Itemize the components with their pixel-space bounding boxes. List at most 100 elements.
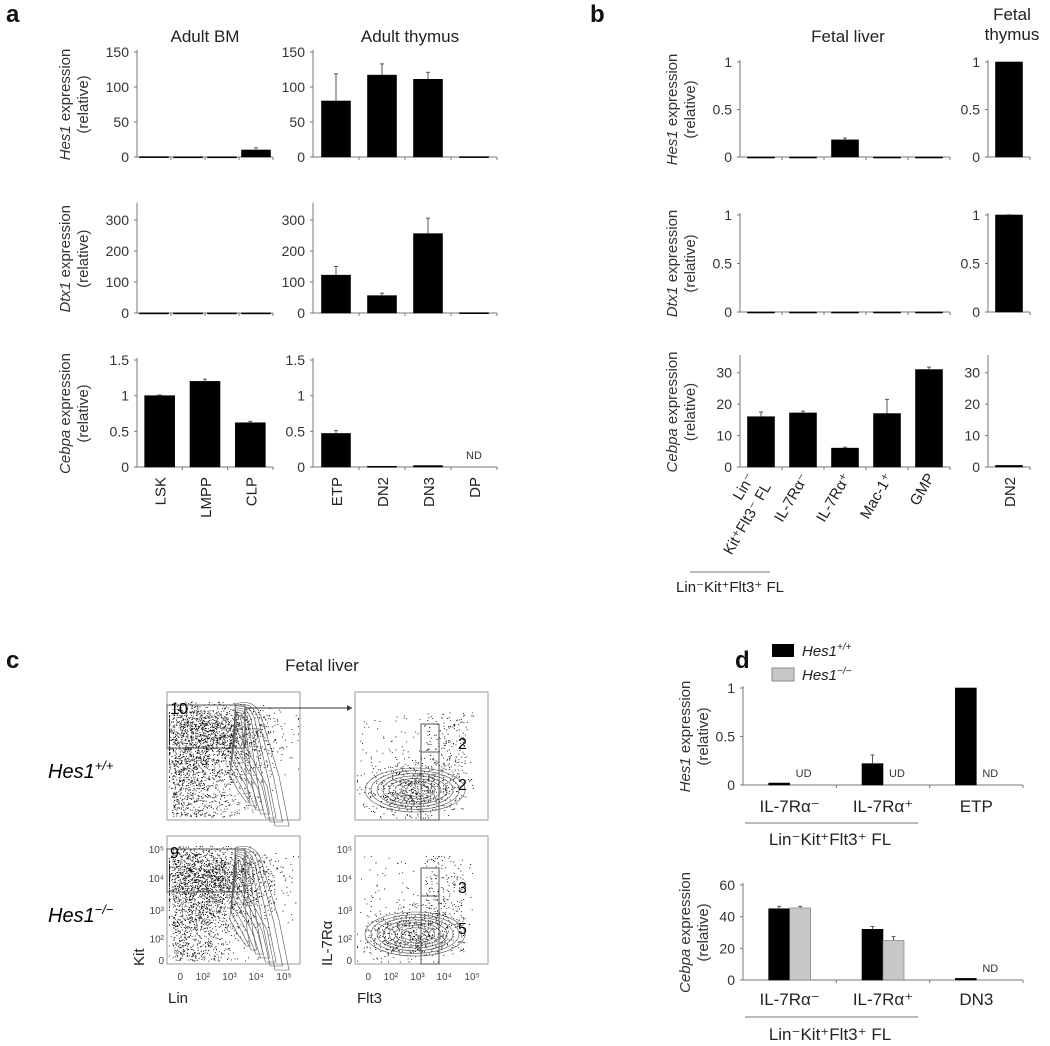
- chart-a_hes1_thy: 0 50 100 150: [282, 44, 498, 165]
- panel-label-a: a: [6, 1, 20, 28]
- y-axis-label-word: expression: [57, 205, 74, 282]
- y-tick-label: 50: [113, 114, 129, 130]
- category-label: Mac-1⁺: [857, 471, 897, 522]
- title-fetal-thymus-line2: thymus: [985, 25, 1040, 44]
- bar: [173, 312, 203, 315]
- y-axis-label-word: expression: [677, 681, 694, 758]
- annotation: UD: [889, 768, 905, 780]
- flow-plot-il7-wt: 22: [354, 691, 489, 821]
- x-tick-label: 10²: [196, 972, 211, 983]
- category-label: DN2: [1002, 477, 1019, 507]
- legend-label-wt: Hes1+/+: [802, 642, 852, 660]
- contour-line: [370, 770, 460, 810]
- gate-percentage: 2: [458, 736, 467, 753]
- y-tick-label: 0: [724, 459, 732, 475]
- y-axis-unit: (relative): [682, 383, 699, 441]
- y-tick-label: 60: [719, 877, 735, 893]
- bar: [235, 422, 266, 468]
- gate-arrow: [245, 705, 352, 711]
- y-tick-label: 10²: [338, 934, 353, 945]
- bar: [995, 61, 1023, 158]
- chart-a_cebpa_bm: 0 0.5 1 1.5 LSK LMPP CLP Cebpa expression (relat…: [57, 352, 274, 518]
- bar: [367, 465, 397, 468]
- gate-percentage: 2: [458, 777, 467, 794]
- panel-label-c: c: [6, 647, 19, 674]
- y-axis-label-word: expression: [677, 872, 694, 949]
- y-tick-label: 1: [297, 388, 305, 404]
- y-tick-label: 10⁵: [149, 845, 164, 856]
- y-tick-label: 0: [297, 149, 305, 165]
- y-axis-label: Dtx1 expression: [57, 205, 74, 313]
- bar: [861, 763, 884, 786]
- chart-a_hes1_bm: 0 50 100 150 Hes1 expression (relative): [57, 44, 274, 165]
- y-tick-label: 0: [724, 149, 732, 165]
- chart-d_hes1: 0 0.5 1 UD IL-7Rα⁻ UD IL-7Rα⁺ ND ETP Hes1 express…: [677, 680, 1024, 816]
- contour-line: [382, 775, 448, 805]
- category-label: IL-7Rα⁺: [813, 471, 854, 526]
- contour-line: [231, 854, 264, 955]
- y-tick-label: 30: [716, 365, 732, 381]
- y-tick-label: 1: [724, 54, 732, 70]
- y-tick-label: 100: [282, 274, 306, 290]
- y-tick-label: 10²: [150, 934, 165, 945]
- y-tick-label: 10: [716, 428, 732, 444]
- annotation: UD: [796, 768, 812, 780]
- y-tick-label: 0: [972, 459, 980, 475]
- contour-line: [229, 858, 251, 947]
- bar: [413, 233, 443, 314]
- y-tick-label: 200: [282, 243, 306, 259]
- contour-line: [364, 767, 466, 813]
- y-tick-label: 0: [724, 304, 732, 320]
- bar: [915, 156, 943, 159]
- y-tick-label: 0.5: [961, 102, 981, 118]
- legend-swatch-ko: [771, 667, 795, 682]
- category-label: IL-7Rα⁻: [759, 797, 819, 816]
- bar: [831, 447, 859, 468]
- y-axis-label: Cebpa expression: [57, 353, 74, 474]
- category-label: IL-7Rα⁺: [853, 797, 913, 816]
- contour-line: [376, 916, 454, 952]
- contour-line: [388, 778, 442, 802]
- contour-line: [376, 772, 454, 808]
- y-tick-label: 20: [716, 396, 732, 412]
- bar: [789, 311, 817, 314]
- flow-plot-kit-wt: 10: [166, 691, 301, 827]
- y-tick-label: 0: [121, 459, 129, 475]
- gene-name: Cebpa: [57, 430, 74, 474]
- y-tick-label: 300: [106, 212, 130, 228]
- contour-line: [394, 924, 436, 944]
- contour-line: [370, 914, 460, 954]
- bar: [955, 978, 977, 981]
- flow-plot-il7-ko: 3 5 0 10² 10³ 10⁴ 10⁵ 0 10² 10³ 10⁴ 10⁵: [337, 835, 489, 983]
- bar: [367, 295, 397, 314]
- y-tick-label: 1.5: [110, 352, 130, 368]
- x-tick-label: 0: [178, 972, 184, 983]
- arrow-head-icon: [347, 705, 352, 711]
- bar: [831, 139, 859, 158]
- y-tick-label: 0: [158, 956, 164, 967]
- bar: [789, 907, 811, 981]
- y-axis-label: Hes1 expression: [57, 49, 74, 161]
- category-label: IL-7Rα⁺: [853, 990, 913, 1009]
- contour-line: [233, 708, 270, 815]
- gate-il7ra-neg: [420, 895, 440, 965]
- group-label-d-cebpa: Lin⁻Kit⁺Flt3⁺ FL: [769, 1025, 891, 1044]
- y-tick-label: 1: [972, 207, 980, 223]
- chart-b_hes1_ft: 00.51: [961, 54, 1031, 165]
- contour-line: [364, 911, 466, 957]
- category-label: LMPP: [198, 477, 215, 518]
- y-axis-label-word: expression: [57, 353, 74, 430]
- panel-label-b: b: [590, 1, 605, 28]
- contour-line: [394, 780, 436, 800]
- y-tick-label: 0: [297, 459, 305, 475]
- category-label: IL-7Rα⁻: [759, 990, 819, 1009]
- x-tick-label: 0: [366, 972, 372, 983]
- y-tick-label: 100: [106, 79, 130, 95]
- category-label: ETP: [960, 797, 993, 816]
- gene-name: Dtx1: [57, 282, 74, 313]
- annotation: ND: [982, 963, 998, 975]
- category-label: DP: [467, 477, 484, 498]
- bar: [873, 156, 901, 159]
- contour-line: [229, 714, 251, 803]
- flow-ylabel-il7ra: IL-7Rα: [319, 920, 336, 966]
